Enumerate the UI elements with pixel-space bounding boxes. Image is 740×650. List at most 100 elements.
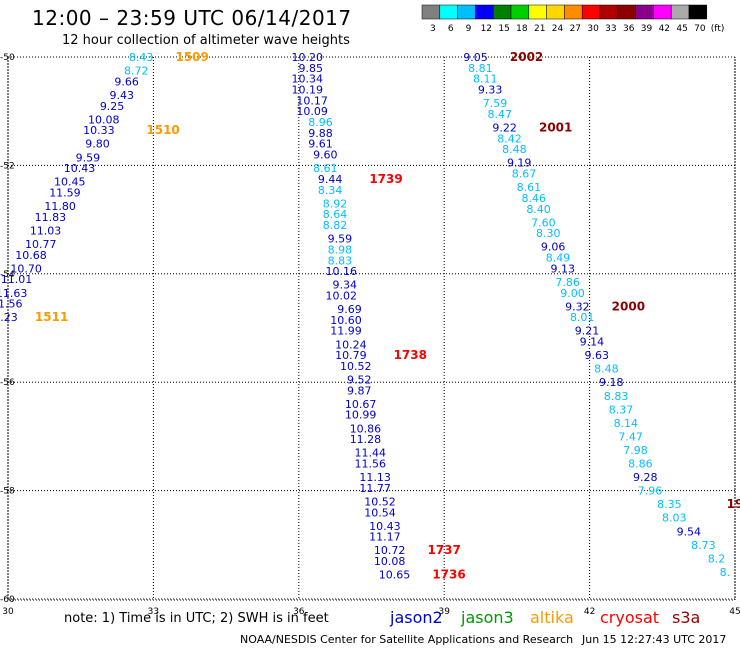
satellite-jason3: jason3 xyxy=(461,608,514,627)
y-tick-label: -56 xyxy=(0,378,15,388)
y-tick-label: -50 xyxy=(0,53,15,63)
y-tick-label: -60 xyxy=(0,595,15,605)
legend-swatch xyxy=(670,4,690,20)
data-point-label: 10.86 xyxy=(350,422,382,435)
data-point-label: 10.45 xyxy=(54,176,86,189)
data-point-label: 8.47 xyxy=(488,108,513,121)
data-point-label: 9.61 xyxy=(308,138,333,151)
data-point-label: 10.52 xyxy=(340,360,372,373)
data-point-label: 11.17 xyxy=(369,531,401,544)
data-point-label: 10.08 xyxy=(374,555,406,568)
data-point-label: 8.81 xyxy=(468,62,493,75)
data-point-label: 9.21 xyxy=(575,325,600,338)
data-point-label: 10.24 xyxy=(335,338,367,351)
time-label: 1738 xyxy=(394,348,427,362)
data-point-label: 10.02 xyxy=(325,289,357,302)
data-point-label: 10.43 xyxy=(64,162,96,175)
time-label: 2002 xyxy=(510,50,543,64)
data-point-label: 8.03 xyxy=(662,512,687,525)
legend-swatch xyxy=(546,4,565,20)
data-point-label: 11.44 xyxy=(355,447,387,460)
data-point-label: 8.72 xyxy=(124,65,149,78)
data-point-label: 9.59 xyxy=(328,233,353,246)
legend-swatch xyxy=(510,4,530,20)
legend-label: 9 xyxy=(466,24,472,34)
x-tick-label: 39 xyxy=(438,607,450,617)
data-point-label: 9.19 xyxy=(507,157,532,170)
data-point-label: 9.59 xyxy=(76,151,101,164)
color-legend: 3 6 9 12 15 18 21 24 27 30 33 36 39 42 45 70 (ft) xyxy=(421,4,724,34)
time-label: 1511 xyxy=(35,310,68,324)
time-label: 1509 xyxy=(175,50,208,64)
x-tick-label: 36 xyxy=(293,607,305,617)
legend-label: 21 xyxy=(534,24,545,34)
legend-swatch xyxy=(492,4,512,20)
data-point-label: 8.98 xyxy=(328,243,353,256)
data-point-label: 10.54 xyxy=(364,506,396,519)
data-point-label: 10.67 xyxy=(345,398,377,411)
data-point-label: 10.60 xyxy=(330,314,362,327)
data-point-label: 10.79 xyxy=(335,349,367,362)
legend-label: 18 xyxy=(516,24,528,34)
time-label: 2000 xyxy=(612,299,645,313)
y-tick-label: -54 xyxy=(0,270,15,280)
x-tick-label: 45 xyxy=(729,607,740,617)
data-point-label: 10.77 xyxy=(25,238,57,251)
satellite-altika: altika xyxy=(530,608,574,627)
data-point-label: 10.68 xyxy=(15,249,47,262)
legend-label: 6 xyxy=(448,24,454,34)
data-point-label: 8.61 xyxy=(313,162,338,175)
data-point-label: 9.14 xyxy=(580,336,605,349)
data-point-label: 11.23 xyxy=(0,311,18,324)
data-point-label: 10.08 xyxy=(88,113,120,126)
data-point-label: 9.66 xyxy=(114,75,139,88)
data-point-label: 7.98 xyxy=(623,444,648,457)
chart-subtitle: 12 hour collection of altimeter wave hei… xyxy=(62,33,350,48)
data-point-label: 8.34 xyxy=(318,184,343,197)
data-point-label: 7.47 xyxy=(618,430,643,443)
data-point-label: 11.01 xyxy=(1,273,33,286)
data-point-label: 8.42 xyxy=(497,132,522,145)
data-point-label: 8.30 xyxy=(536,227,561,240)
data-point-label: 9.33 xyxy=(478,84,503,97)
data-point-label: 9.18 xyxy=(599,376,624,389)
data-point-label: 10.33 xyxy=(83,124,115,137)
legend-swatch xyxy=(635,4,654,20)
time-label: 1737 xyxy=(427,543,460,557)
data-point-label: 10.72 xyxy=(374,544,406,557)
data-point-label: 8.49 xyxy=(546,252,571,265)
satellite-jason2: jason2 xyxy=(390,608,443,627)
data-point-label: 10.70 xyxy=(10,262,42,275)
legend-swatch xyxy=(564,4,583,20)
data-point-label: 11.03 xyxy=(30,224,62,237)
data-point-label: 9.88 xyxy=(308,127,333,140)
data-point-label: 11.28 xyxy=(350,433,382,446)
data-point-label: 8.37 xyxy=(609,403,634,416)
data-point-label: 9.34 xyxy=(332,279,357,292)
legend-swatch xyxy=(421,4,441,20)
data-point-label: 8.92 xyxy=(323,197,348,210)
data-point-label: 8.01 xyxy=(570,311,595,324)
data-point-label: 8.61 xyxy=(517,181,542,194)
data-point-label: 8.64 xyxy=(323,208,348,221)
chart-title: 12:00 – 23:59 UTC 06/14/2017 xyxy=(32,6,352,30)
data-point-label: 11.13 xyxy=(359,471,391,484)
data-point-label: 7.60 xyxy=(531,216,556,229)
x-tick-label: 30 xyxy=(2,607,14,617)
plot-grid xyxy=(7,56,736,601)
satellite-cryosat: cryosat xyxy=(600,608,660,627)
legend-label: 33 xyxy=(605,24,616,34)
data-point-label: 11.56 xyxy=(0,298,23,311)
time-label: 19 xyxy=(727,497,740,511)
data-point-label: 7.86 xyxy=(555,276,580,289)
data-point-label: 10.65 xyxy=(379,569,411,582)
time-label: 1739 xyxy=(369,172,402,186)
data-point-label: 10.43 xyxy=(369,520,401,533)
footer-timestamp: Jun 15 12:27:43 UTC 2017 xyxy=(582,633,727,646)
axis-labels: 30 33 36 39 42 45 -50 -52 -54 -56 -58 -60 xyxy=(0,53,740,617)
data-point-label: 8. xyxy=(720,566,731,579)
data-point-label: 8.82 xyxy=(323,219,348,232)
legend-label: 24 xyxy=(552,24,564,34)
data-point-label: 9.25 xyxy=(100,100,125,113)
